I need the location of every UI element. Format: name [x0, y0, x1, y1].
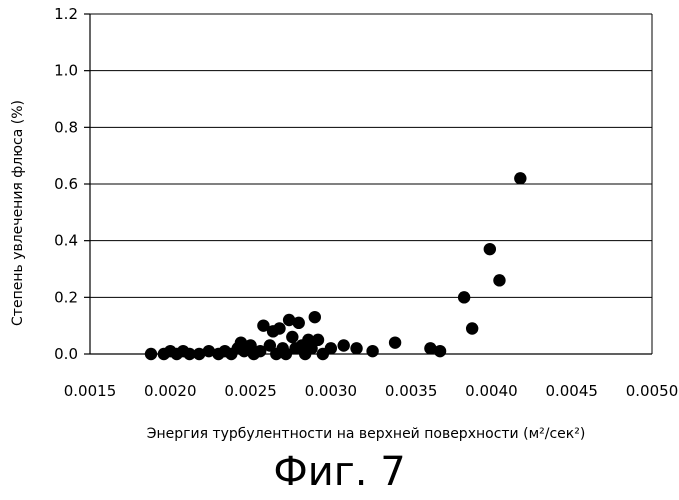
- y-axis-label: Степень увлечения флюса (%): [10, 100, 26, 326]
- data-point: [293, 317, 305, 329]
- data-point: [325, 342, 337, 354]
- data-point: [434, 345, 446, 357]
- y-tick-label: 0.2: [54, 288, 78, 306]
- data-point: [466, 322, 478, 334]
- x-tick-label: 0.0015: [64, 382, 117, 400]
- data-point: [389, 336, 401, 348]
- data-point: [312, 334, 324, 346]
- data-point: [493, 274, 505, 286]
- data-point: [286, 331, 298, 343]
- y-tick-label: 1.0: [54, 62, 78, 80]
- x-tick-labels: 0.0015 0.0020 0.0025 0.0030 0.0035 0.0040 0.00…: [64, 382, 679, 400]
- data-point: [309, 311, 321, 323]
- data-points: [145, 172, 527, 360]
- y-tick-label: 0.6: [54, 175, 78, 193]
- data-point: [484, 243, 496, 255]
- data-point: [514, 172, 526, 184]
- x-tick-label: 0.0045: [545, 382, 598, 400]
- y-tick-label: 0.0: [54, 345, 78, 363]
- y-tick-labels: 0.0 0.2 0.4 0.6 0.8 1.0 1.2: [54, 5, 78, 363]
- x-tick-label: 0.0020: [144, 382, 197, 400]
- data-point: [145, 348, 157, 360]
- x-tick-label: 0.0025: [224, 382, 277, 400]
- x-tick-label: 0.0050: [626, 382, 679, 400]
- data-point: [350, 342, 362, 354]
- y-tick-label: 0.8: [54, 118, 78, 136]
- x-tick-label: 0.0035: [385, 382, 438, 400]
- x-axis-label: Энергия турбулентности на верхней поверх…: [147, 426, 586, 442]
- data-point: [273, 322, 285, 334]
- figure-caption: Фиг. 7: [0, 448, 679, 496]
- data-point: [458, 291, 470, 303]
- data-point: [338, 339, 350, 351]
- y-tick-label: 0.4: [54, 232, 78, 250]
- scatter-chart: 0.0 0.2 0.4 0.6 0.8 1.0 1.2 0.0015 0.0020 0.0025…: [0, 0, 679, 448]
- x-tick-label: 0.0040: [465, 382, 518, 400]
- grid-lines: [90, 14, 652, 354]
- x-tick-label: 0.0030: [305, 382, 358, 400]
- data-point: [366, 345, 378, 357]
- y-tick-label: 1.2: [54, 5, 78, 23]
